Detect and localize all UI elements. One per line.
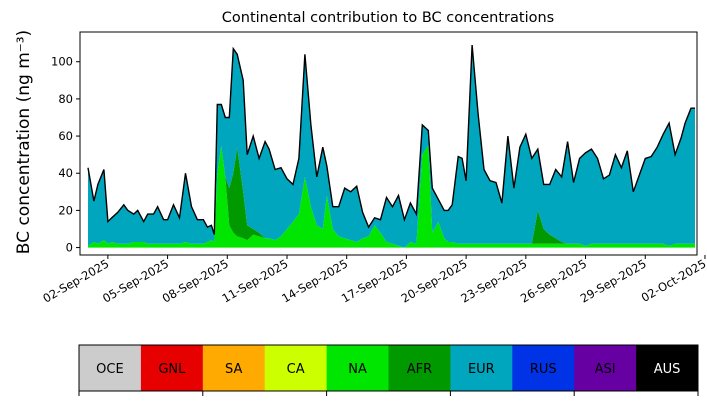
legend-label-oce: OCE	[96, 362, 124, 377]
legend-label-sa: SA	[225, 362, 242, 377]
total-line	[87, 44, 695, 235]
y-tick-label: 40	[58, 166, 73, 180]
legend-swatch-eur	[450, 345, 513, 391]
y-tick-label: 20	[58, 203, 73, 217]
x-tick-label: 14-Sep-2025	[279, 256, 350, 305]
x-tick-label: 08-Sep-2025	[160, 256, 231, 305]
axes-frame	[79, 31, 698, 256]
area-series-eur	[88, 45, 695, 248]
legend-swatch-afr	[388, 345, 451, 391]
legend-swatch-na	[326, 345, 389, 391]
legend-swatch-asi	[574, 345, 637, 391]
y-tick-label: 80	[58, 92, 73, 106]
y-tick-label: 0	[66, 241, 73, 255]
legend-label-na: NA	[348, 362, 367, 377]
legend-label-ca: CA	[287, 362, 305, 377]
legend-swatch-ca	[264, 345, 328, 391]
x-tick-label: 02-Oct-2025	[639, 256, 707, 304]
legend-label-asi: ASI	[595, 362, 616, 377]
legend-label-afr: AFR	[407, 362, 432, 377]
series-layer	[87, 44, 695, 248]
area-series-afr	[88, 145, 695, 248]
x-tick-label: 20-Sep-2025	[399, 256, 470, 305]
legend-label-eur: EUR	[468, 362, 495, 377]
legend-label-rus: RUS	[530, 362, 557, 377]
legend-frame	[78, 344, 699, 392]
legend: OCE GNL SA CA NA AFR EUR RUS ASI AUS	[78, 344, 699, 396]
y-axis-label: BC concentration (ng m⁻³)	[14, 30, 34, 254]
x-tick-label: 02-Sep-2025	[40, 256, 111, 305]
x-tick-label: 05-Sep-2025	[100, 256, 171, 305]
legend-label-aus: AUS	[654, 362, 681, 377]
legend-label-gnl: GNL	[158, 362, 186, 377]
x-tick-label: 23-Sep-2025	[458, 256, 529, 305]
legend-swatch-sa	[202, 345, 266, 391]
legend-swatch-oce	[79, 345, 142, 391]
plot-area: 0 20 40 60 80 100 02-Sep-202505-Sep-202508-Sep…	[40, 31, 707, 306]
y-tick-label: 100	[51, 55, 73, 69]
chart-title: Continental contribution to BC concentra…	[222, 10, 554, 26]
x-tick-label: 26-Sep-2025	[518, 256, 589, 305]
legend-swatch-gnl	[140, 345, 204, 391]
x-tick-label: 17-Sep-2025	[339, 256, 410, 305]
x-tick-label: 11-Sep-2025	[220, 256, 291, 305]
y-tick-label: 60	[58, 129, 73, 143]
legend-swatch-aus	[636, 345, 699, 391]
legend-swatch-rus	[512, 345, 575, 391]
x-tick-label: 29-Sep-2025	[578, 256, 649, 305]
